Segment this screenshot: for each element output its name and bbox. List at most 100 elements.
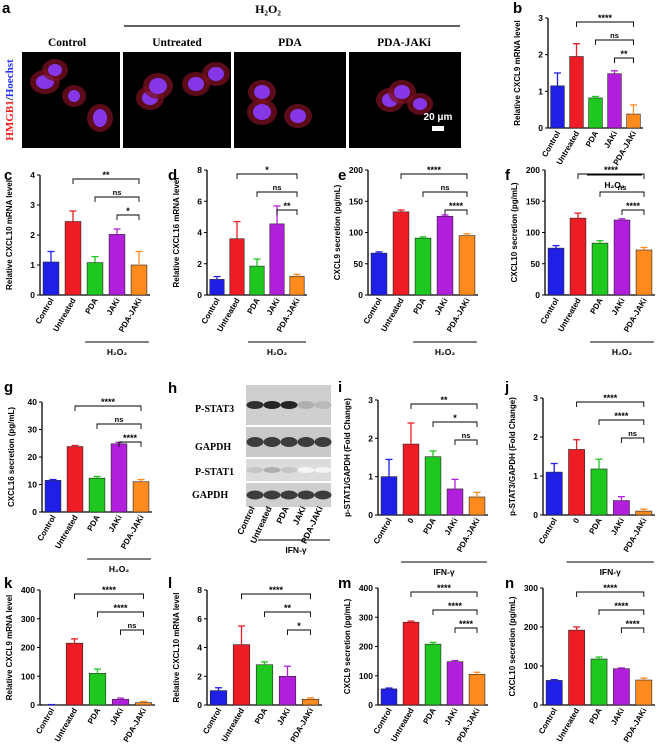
x-tick-label: JAKi (610, 297, 627, 317)
significance-bracket (598, 609, 645, 615)
significance-label: **** (449, 201, 464, 211)
y-tick-label: 0 (368, 700, 373, 710)
x-tick-label: PDA (411, 296, 427, 315)
significance-label: **** (123, 433, 138, 443)
bar (436, 215, 454, 296)
significance-label: **** (614, 411, 629, 421)
y-tick-label: 1 (30, 260, 35, 270)
significance-bracket (576, 401, 645, 407)
chart-f-letter: f (505, 167, 511, 184)
panel-a-letter: a (2, 0, 11, 17)
blot-label-gapdh-2: GAPDH (192, 490, 228, 501)
chart-g-letter: g (4, 379, 13, 396)
x-tick-label: PDA (245, 296, 261, 315)
bar (110, 443, 128, 513)
y-tick-label: 100 (524, 661, 538, 671)
bar (569, 56, 584, 129)
bar (545, 471, 563, 516)
chart-i-letter: i (338, 379, 342, 396)
bar (547, 247, 565, 296)
y-tick-label: 150 (349, 196, 363, 206)
bar (88, 673, 107, 706)
blot-bands (246, 401, 332, 500)
x-tick-label: PDA (253, 706, 269, 725)
blot-band (297, 490, 315, 500)
group-label: H₂O₂ (267, 347, 288, 357)
blot-band (280, 490, 298, 500)
bar (458, 235, 476, 296)
group-label: IFN-γ (600, 567, 622, 577)
y-tick-label: 8 (197, 585, 202, 595)
significance-label: ** (102, 170, 110, 180)
y-tick-label: 0 (533, 510, 538, 520)
chart-n: n 0 100 200 300 CXCL10 secretion (pg/mL) Contr… (505, 575, 655, 744)
panel-a-ylabel: HMGB1/Hoechst (4, 59, 16, 141)
bar (607, 73, 622, 129)
chart-c: c 0 1 2 3 4 Relative CXCL10 mRNA level ControlU… (4, 167, 150, 357)
chart-g: g 0 10 20 30 40 CXCL16 secretion (pg/mL) Contro… (4, 379, 152, 574)
chart-m-letter: m (338, 575, 351, 592)
y-tick-label: 2 (197, 259, 202, 269)
chart-c-letter: c (4, 167, 12, 184)
panel-h-letter: h (168, 380, 177, 397)
y-tick-label: 0 (358, 290, 363, 300)
x-tick-label: JAKi (433, 297, 450, 317)
y-tick-label: 300 (21, 614, 35, 624)
scale-bar (432, 126, 444, 131)
bar (468, 496, 486, 516)
y-axis-label: CXCL10 secretion (pg/mL) (510, 182, 519, 282)
blot-band (263, 467, 281, 473)
y-tick-label: 0 (533, 700, 538, 710)
bar (108, 234, 126, 296)
significance-label: **** (626, 201, 641, 211)
x-tick-label: PDA (85, 513, 101, 532)
bar (255, 664, 274, 706)
blot-label-gapdh-1: GAPDH (195, 442, 231, 453)
significance-label: ns (273, 183, 282, 192)
panel-a-col-pda: PDA (278, 37, 302, 49)
significance-bracket (74, 405, 142, 411)
blot-band (263, 437, 281, 447)
bar (591, 242, 609, 296)
significance-label: **** (614, 601, 629, 611)
panel-a-ylabel-hmgb1: HMGB1 (4, 100, 16, 140)
bar (545, 680, 563, 706)
x-tick-label: Untreated (555, 706, 582, 743)
y-tick-label: 30 (28, 425, 38, 435)
significance-bracket (595, 39, 634, 45)
chart-l: l 0 2 4 6 8 Relative CXCL10 mRNA level ControlU… (168, 575, 322, 744)
x-tick-label: Control (362, 297, 384, 326)
significance-label: ns (441, 183, 450, 192)
blot-band (280, 437, 298, 447)
y-axis-label: p-STAT1/GAPDH (Fold Change) (343, 398, 352, 517)
bar (613, 500, 630, 516)
significance-label: **** (101, 397, 116, 407)
significance-bracket (120, 629, 144, 635)
blot-band (314, 490, 332, 500)
x-tick-label: Untreated (389, 706, 416, 743)
x-tick-label: Control (539, 297, 561, 326)
cell-nucleus (68, 90, 80, 102)
y-tick-label: 100 (526, 228, 540, 238)
blot-band (280, 467, 298, 473)
y-tick-label: 100 (359, 671, 373, 681)
chart-d-letter: d (168, 167, 177, 184)
bar (229, 238, 245, 296)
significance-bracket (598, 419, 645, 425)
y-tick-label: 3 (368, 395, 373, 405)
y-tick-label: 300 (359, 612, 373, 622)
blot-band (297, 401, 315, 409)
blot-label-pstat3: P-STAT3 (195, 404, 234, 415)
bar (249, 265, 265, 296)
cell-nucleus (208, 67, 224, 81)
y-tick-label: 200 (349, 165, 363, 175)
y-tick-label: 6 (197, 614, 202, 624)
x-tick-label: JAKi (609, 517, 626, 537)
bar (209, 279, 225, 296)
bar (635, 510, 653, 516)
significance-bracket (256, 191, 298, 197)
x-tick-label: JAKi (107, 514, 124, 534)
chart-l-letter: l (168, 575, 172, 592)
chart-b-letter: b (513, 0, 522, 17)
x-tick-label: 0 (571, 516, 581, 525)
